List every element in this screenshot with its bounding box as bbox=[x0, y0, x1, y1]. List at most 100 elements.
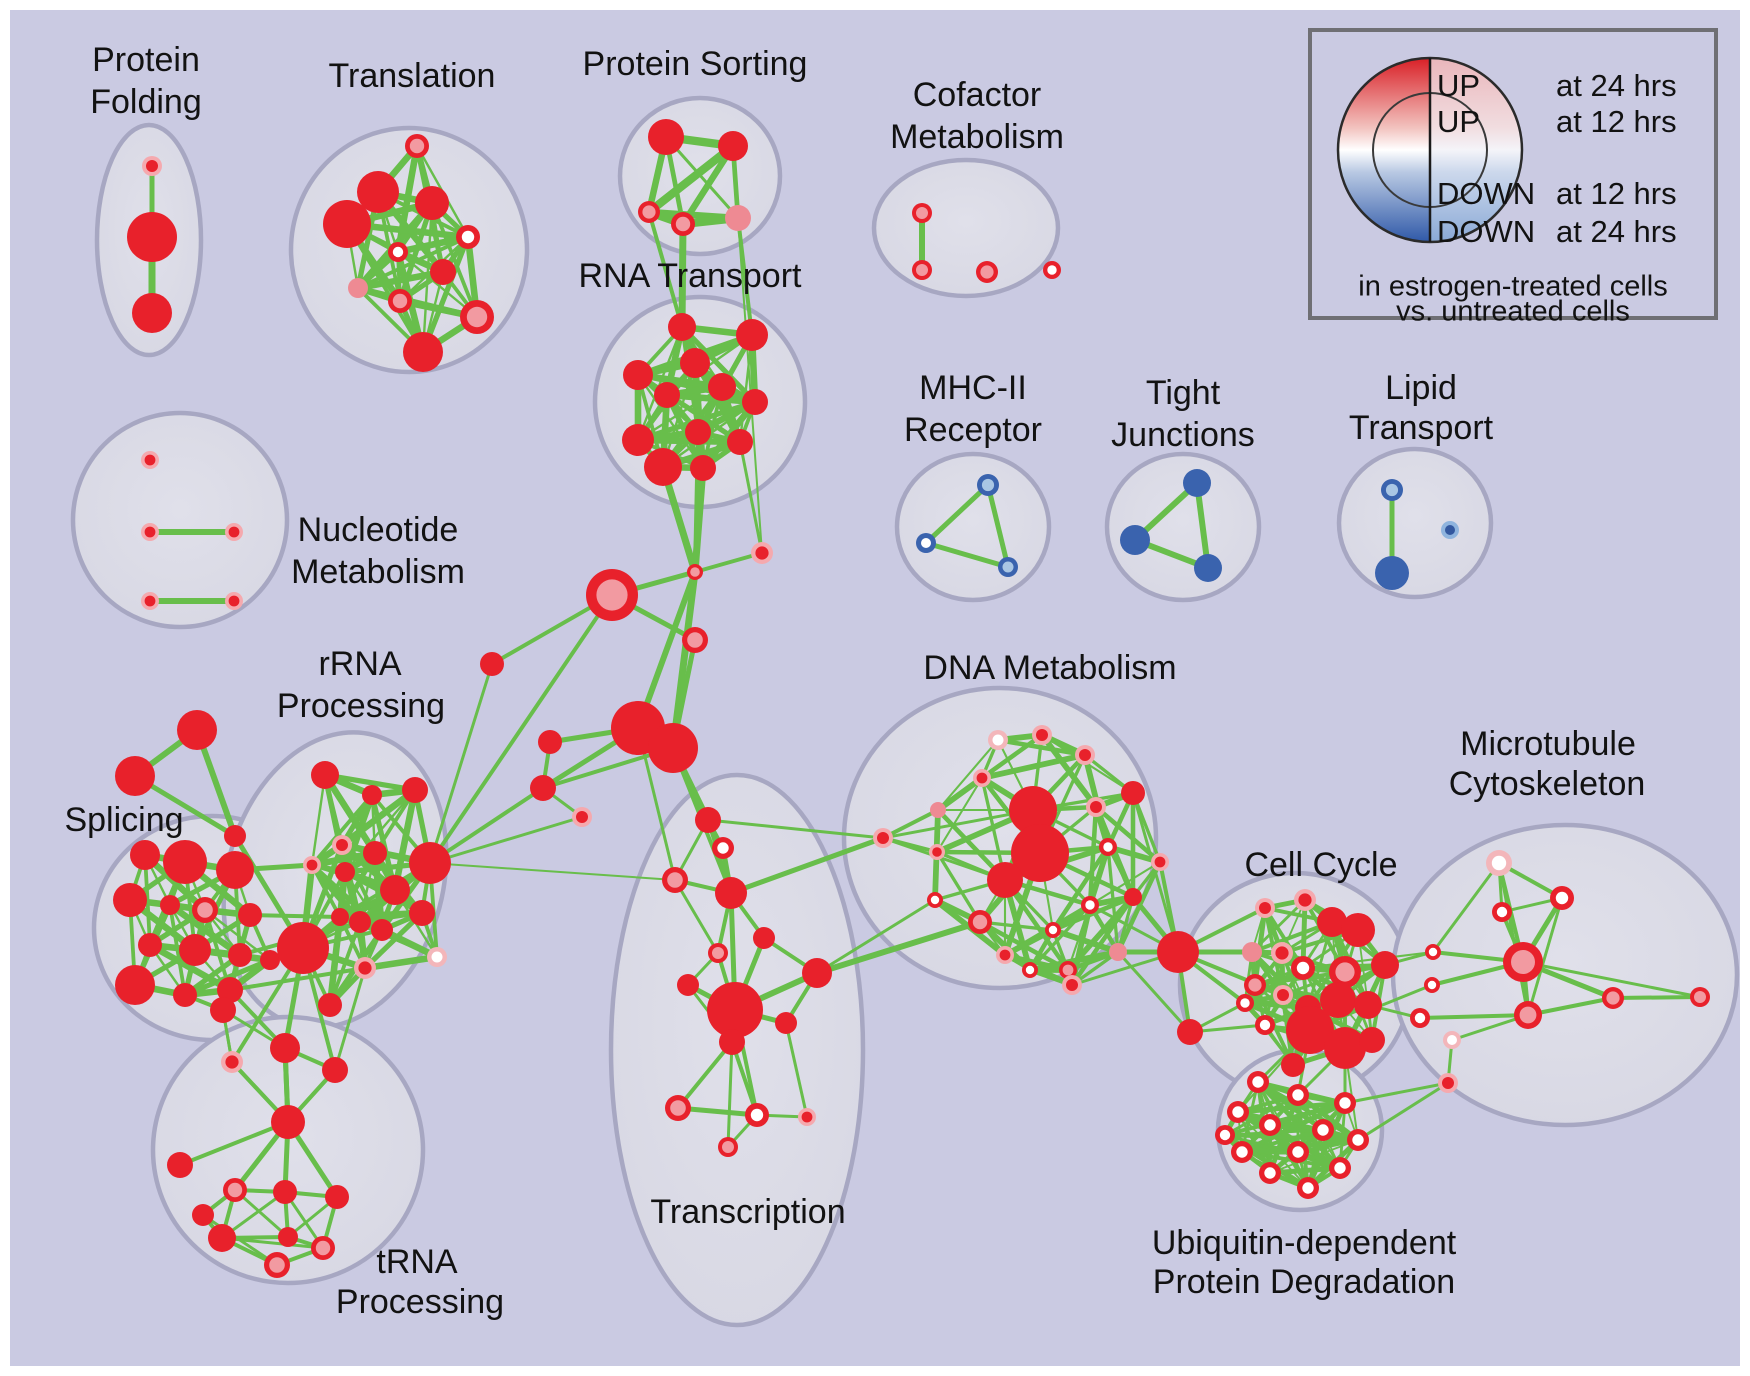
network-node-center-dna-metabolism bbox=[1085, 900, 1095, 910]
network-edge bbox=[673, 878, 720, 955]
network-node-center-translation bbox=[392, 246, 404, 258]
legend-direction-label: UP bbox=[1437, 104, 1480, 139]
network-node-center-transcription bbox=[722, 1141, 734, 1153]
cluster-label-trna-processing: tRNA bbox=[376, 1243, 458, 1281]
network-node-center-cell-cycle bbox=[1275, 946, 1289, 960]
network-edge bbox=[1087, 844, 1111, 908]
network-node-rna-transport bbox=[685, 419, 711, 445]
network-node-rrna-processing bbox=[409, 900, 435, 926]
network-node-center-microtubule-cytoskeleton bbox=[1519, 1006, 1537, 1024]
network-node-rrna-processing bbox=[402, 777, 428, 803]
network-edge bbox=[726, 1040, 734, 1149]
network-node-cell-cycle bbox=[1242, 942, 1262, 962]
network-node-tight-junctions bbox=[1183, 469, 1211, 497]
network-node-center-ubiquitin-degradation bbox=[1334, 1162, 1346, 1174]
network-edge bbox=[706, 818, 885, 840]
network-edge bbox=[391, 786, 419, 894]
network-node-center-trna-processing bbox=[225, 1055, 239, 1069]
network-edge bbox=[203, 908, 272, 962]
network-node-splicing bbox=[238, 903, 262, 927]
cluster-label-mhc-ii-receptor: MHC-II bbox=[919, 369, 1027, 407]
network-edge bbox=[248, 913, 342, 919]
network-node-rrna-processing bbox=[380, 875, 410, 905]
network-edge bbox=[678, 220, 687, 331]
network-edge bbox=[881, 808, 940, 840]
network-node-rrna-processing bbox=[371, 919, 393, 941]
network-node-rna-transport bbox=[708, 373, 736, 401]
network-node-transcription bbox=[775, 1012, 797, 1034]
network-edge bbox=[814, 919, 983, 976]
network-node-center-ubiquitin-degradation bbox=[1302, 1182, 1314, 1194]
network-node-splicing bbox=[163, 840, 207, 884]
network-edge bbox=[636, 373, 705, 470]
legend-time-label: at 12 hrs bbox=[1556, 176, 1677, 211]
network-node-center-rrna-processing bbox=[431, 951, 443, 963]
network-node-dna-metabolism bbox=[1011, 824, 1069, 882]
network-edge bbox=[178, 1120, 290, 1167]
network-edge bbox=[321, 771, 379, 857]
network-edge bbox=[932, 849, 940, 903]
network-edge bbox=[699, 398, 759, 472]
cluster-label-mhc-ii-receptor: Receptor bbox=[904, 411, 1042, 449]
network-edge bbox=[310, 793, 374, 867]
network-node-center-cofactor-metabolism bbox=[1047, 265, 1057, 275]
network-edge bbox=[310, 773, 327, 867]
network-edge bbox=[361, 953, 441, 972]
network-node-center-cell-cycle bbox=[1298, 893, 1312, 907]
cluster-label-lipid-transport: Transport bbox=[1349, 409, 1494, 447]
network-edge bbox=[679, 142, 737, 228]
network-edge bbox=[738, 333, 754, 444]
legend-time-label: at 24 hrs bbox=[1556, 68, 1677, 103]
network-node-center-microtubule-cytoskeleton bbox=[1491, 855, 1507, 871]
network-node-center-nucleotide-metabolism bbox=[144, 454, 156, 466]
network-node-rrna-processing bbox=[363, 841, 387, 865]
network-node-protein-sorting bbox=[648, 119, 684, 155]
network-edge bbox=[738, 440, 764, 555]
network-node-center-transcription bbox=[717, 842, 729, 854]
network-node-center-dna-metabolism bbox=[1090, 801, 1102, 813]
network-node-center-microtubule-cytoskeleton bbox=[1694, 991, 1706, 1003]
network-edge bbox=[396, 250, 479, 319]
network-node-center-rrna-processing bbox=[358, 961, 372, 975]
network-node-rna-transport bbox=[654, 382, 680, 408]
network-node-center-bridge bbox=[877, 832, 889, 844]
network-node-protein-sorting bbox=[718, 131, 748, 161]
network-edge bbox=[1526, 996, 1615, 1017]
network-node-splicing bbox=[228, 943, 252, 967]
network-edge bbox=[1050, 844, 1111, 933]
network-node-trna-processing bbox=[325, 1185, 349, 1209]
network-node-rna-transport bbox=[622, 424, 654, 456]
network-node-center-ubiquitin-degradation bbox=[1232, 1106, 1244, 1118]
network-node-center-bridge bbox=[596, 579, 628, 611]
network-node-rna-transport bbox=[736, 319, 768, 351]
network-edge bbox=[1106, 845, 1135, 899]
cluster-label-tight-junctions: Junctions bbox=[1111, 416, 1255, 454]
network-nodes-layer bbox=[113, 119, 1710, 1278]
network-node-center-protein-sorting bbox=[675, 216, 691, 232]
network-node-center-translation bbox=[409, 138, 425, 154]
network-edge bbox=[737, 217, 763, 554]
network-node-center-cell-cycle bbox=[1296, 961, 1310, 975]
network-node-center-cell-cycle bbox=[1240, 998, 1250, 1008]
network-node-bridge bbox=[538, 730, 562, 754]
network-node-translation bbox=[323, 200, 371, 248]
network-edge bbox=[338, 786, 419, 849]
cluster-label-nucleotide-metabolism: Metabolism bbox=[291, 553, 465, 591]
network-node-translation bbox=[348, 278, 368, 298]
network-node-cell-cycle bbox=[1286, 1006, 1334, 1054]
network-node-protein-folding bbox=[127, 212, 177, 262]
network-node-center-bridge bbox=[1414, 1012, 1426, 1024]
cluster-label-ubiquitin-degradation: Protein Degradation bbox=[1153, 1263, 1455, 1301]
network-edge bbox=[1116, 895, 1135, 954]
network-edge bbox=[979, 752, 1088, 781]
cluster-label-translation: Translation bbox=[329, 57, 496, 95]
network-edge bbox=[1235, 1100, 1348, 1115]
network-edge bbox=[644, 141, 738, 217]
network-node-center-trna-processing bbox=[227, 1182, 243, 1198]
network-edge bbox=[1028, 903, 1092, 972]
network-node-rrna-processing bbox=[409, 842, 451, 884]
network-edge bbox=[1418, 1013, 1530, 1020]
network-edge bbox=[220, 1236, 325, 1250]
network-node-splicing bbox=[115, 965, 155, 1005]
